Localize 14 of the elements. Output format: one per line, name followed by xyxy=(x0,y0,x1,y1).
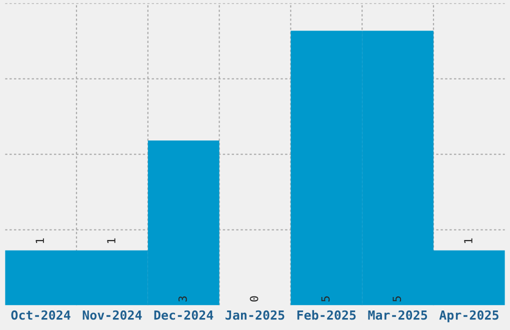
data-label: 0 xyxy=(250,296,258,302)
data-label: 5 xyxy=(392,296,402,302)
data-label: 1 xyxy=(107,238,116,243)
data-label: 5 xyxy=(321,296,330,302)
x-tick-label: Apr-2025 xyxy=(439,310,498,322)
data-label: 3 xyxy=(178,296,187,302)
data-label: 1 xyxy=(36,238,44,243)
x-tick-label: Nov-2024 xyxy=(82,310,142,320)
x-tick-label: Jan-2025 xyxy=(226,310,284,320)
data-label: 1 xyxy=(464,238,472,243)
x-tick-label: Oct-2024 xyxy=(11,310,70,320)
x-tick-label: Feb-2025 xyxy=(297,310,356,320)
x-tick-label: Dec-2024 xyxy=(154,310,214,320)
x-tick-label: Mar-2025 xyxy=(368,310,428,320)
